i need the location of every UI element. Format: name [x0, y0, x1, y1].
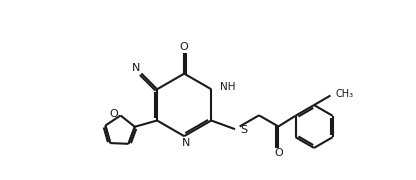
Text: O: O [274, 148, 283, 158]
Text: N: N [132, 63, 140, 73]
Text: CH₃: CH₃ [335, 89, 354, 99]
Text: NH: NH [220, 82, 235, 92]
Text: N: N [181, 138, 190, 148]
Text: O: O [110, 109, 119, 119]
Text: S: S [240, 125, 247, 135]
Text: O: O [180, 42, 188, 52]
